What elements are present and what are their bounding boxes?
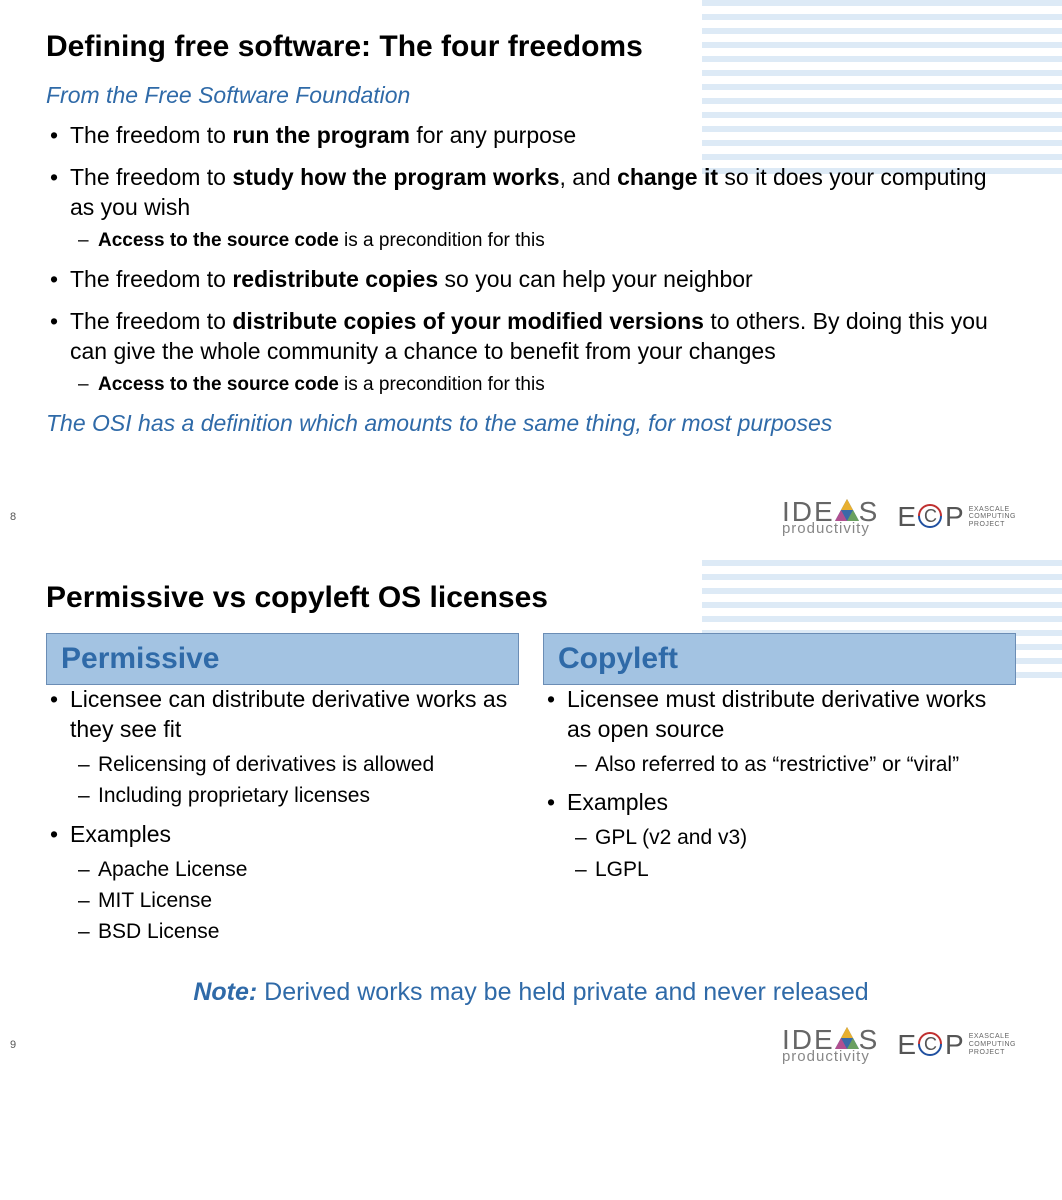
logo-text: ECP: [897, 1029, 962, 1061]
text: PROJECT: [969, 1049, 1016, 1057]
copyleft-column: Copyleft Licensee must distribute deriva…: [543, 633, 1016, 955]
logo-letter: E: [897, 1029, 915, 1060]
slide-four-freedoms: Defining free software: The four freedom…: [0, 0, 1062, 459]
slide1-footnote: The OSI has a definition which amounts t…: [46, 410, 1016, 437]
license-comparison: Permissive Licensee can distribute deriv…: [46, 633, 1016, 955]
slide1-title: Defining free software: The four freedom…: [46, 30, 1016, 64]
slide1-footer: 8 IDES productivity ECP EXASCALE COMPUTI…: [0, 499, 1062, 552]
sub-item: GPL (v2 and v3): [567, 824, 1016, 851]
swirl-icon: C: [915, 1029, 945, 1059]
svg-text:C: C: [924, 1034, 937, 1054]
logo-letter: P: [945, 501, 963, 532]
copyleft-header: Copyleft: [543, 633, 1016, 685]
text-bold: run the program: [232, 122, 410, 148]
sub-item: BSD License: [70, 918, 519, 945]
text: so you can help your neighbor: [438, 266, 753, 292]
freedom-item: The freedom to run the program for any p…: [46, 121, 1016, 151]
text: Licensee can distribute derivative works…: [70, 686, 507, 742]
text: The freedom to: [70, 122, 232, 148]
slide2-footer: 9 IDES productivity ECP EXASCALE COMPUTI…: [0, 1027, 1062, 1080]
copyleft-body: Licensee must distribute derivative work…: [543, 685, 1016, 883]
logo-letter: P: [945, 1029, 963, 1060]
note-text: Derived works may be held private and ne…: [257, 978, 868, 1006]
text: The freedom to: [70, 164, 232, 190]
logo-row: IDES productivity ECP EXASCALE COMPUTING…: [782, 499, 1016, 536]
logo-subtext: productivity: [782, 1050, 879, 1064]
logo-row: IDES productivity ECP EXASCALE COMPUTING…: [782, 1027, 1016, 1064]
slide-permissive-copyleft: Permissive vs copyleft OS licenses Permi…: [0, 551, 1062, 1016]
freedom-item: The freedom to study how the program wor…: [46, 163, 1016, 253]
sub-item: LGPL: [567, 856, 1016, 883]
freedom-item: The freedom to redistribute copies so yo…: [46, 265, 1016, 295]
text: Examples: [567, 789, 668, 815]
text-bold: Access to the source code: [98, 230, 339, 251]
text-bold: study how the program works: [232, 164, 559, 190]
permissive-header: Permissive: [46, 633, 519, 685]
permissive-body: Licensee can distribute derivative works…: [46, 685, 519, 945]
sub-item: Apache License: [70, 856, 519, 883]
list-item: Examples GPL (v2 and v3) LGPL: [543, 788, 1016, 882]
sub-list: Access to the source code is a precondit…: [70, 373, 1016, 398]
text: COMPUTING: [969, 1041, 1016, 1049]
text: Examples: [70, 821, 171, 847]
logo-letter: C: [924, 506, 937, 526]
text: PROJECT: [969, 521, 1016, 529]
ideas-logo: IDES productivity: [782, 499, 879, 536]
page-number: 8: [10, 511, 16, 523]
note-label: Note:: [193, 978, 257, 1006]
text-bold: redistribute copies: [232, 266, 438, 292]
slide2-title: Permissive vs copyleft OS licenses: [46, 581, 1016, 615]
text: Licensee must distribute derivative work…: [567, 686, 986, 742]
logo-subtext: EXASCALE COMPUTING PROJECT: [969, 506, 1016, 529]
logo-letter: E: [897, 501, 915, 532]
sub-item: Including proprietary licenses: [70, 782, 519, 809]
list-item: Licensee must distribute derivative work…: [543, 685, 1016, 778]
list-item: Examples Apache License MIT License BSD …: [46, 820, 519, 946]
freedoms-list: The freedom to run the program for any p…: [46, 121, 1016, 398]
swirl-icon: C: [915, 501, 945, 531]
sub-item: Access to the source code is a precondit…: [70, 229, 1016, 254]
list-item: Licensee can distribute derivative works…: [46, 685, 519, 809]
text: The freedom to: [70, 308, 232, 334]
sub-list: Access to the source code is a precondit…: [70, 229, 1016, 254]
sub-item: Also referred to as “restrictive” or “vi…: [567, 751, 1016, 778]
logo-subtext: productivity: [782, 522, 879, 536]
ecp-logo: ECP EXASCALE COMPUTING PROJECT: [897, 501, 1016, 533]
text: EXASCALE: [969, 1033, 1016, 1041]
permissive-column: Permissive Licensee can distribute deriv…: [46, 633, 519, 955]
text-bold: distribute copies of your modified versi…: [232, 308, 704, 334]
sub-item: Access to the source code is a precondit…: [70, 373, 1016, 398]
sub-item: Relicensing of derivatives is allowed: [70, 751, 519, 778]
note-line: Note: Derived works may be held private …: [46, 978, 1016, 1007]
text: EXASCALE: [969, 506, 1016, 514]
ideas-logo: IDES productivity: [782, 1027, 879, 1064]
text: is a precondition for this: [339, 374, 545, 395]
logo-text: ECP: [897, 501, 962, 533]
text-bold: change it: [617, 164, 718, 190]
text: , and: [560, 164, 618, 190]
text: The freedom to: [70, 266, 232, 292]
freedom-item: The freedom to distribute copies of your…: [46, 307, 1016, 397]
sub-item: MIT License: [70, 887, 519, 914]
logo-subtext: EXASCALE COMPUTING PROJECT: [969, 1033, 1016, 1056]
text-bold: Access to the source code: [98, 374, 339, 395]
page-number: 9: [10, 1039, 16, 1051]
text: for any purpose: [410, 122, 576, 148]
text: COMPUTING: [969, 513, 1016, 521]
ecp-logo: ECP EXASCALE COMPUTING PROJECT: [897, 1029, 1016, 1061]
text: is a precondition for this: [339, 230, 545, 251]
slide1-subhead: From the Free Software Foundation: [46, 82, 1016, 109]
